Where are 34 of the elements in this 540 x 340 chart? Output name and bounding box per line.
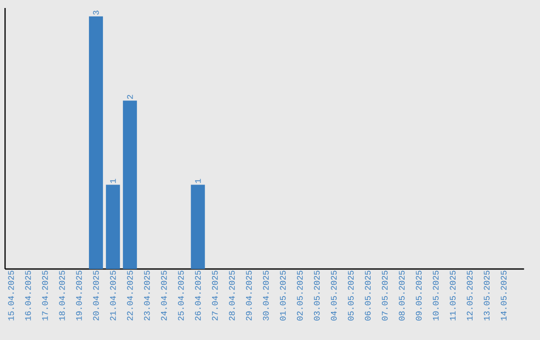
x-tick-label: 09.05.2025 xyxy=(416,270,422,320)
x-tick-label: 21.04.2025 xyxy=(110,270,116,320)
x-tick-label: 02.05.2025 xyxy=(296,270,303,320)
x-tick-label: 24.04.2025 xyxy=(161,270,167,320)
x-tick-label: 15.04.2025 xyxy=(8,270,14,320)
x-tick-label: 05.05.2025 xyxy=(348,270,354,320)
x-tick-label: 17.04.2025 xyxy=(42,270,48,320)
x-tick-label: 28.04.2025 xyxy=(228,270,235,320)
x-tick-label: 11.05.2025 xyxy=(450,270,456,320)
x-tick-label: 20.04.2025 xyxy=(93,270,99,320)
x-tick-label: 23.04.2025 xyxy=(144,270,150,320)
x-tick-label: 29.04.2025 xyxy=(246,270,252,320)
x-tick-label: 27.04.2025 xyxy=(212,270,218,320)
data-label: 1 xyxy=(110,178,116,183)
x-tick-label: 03.05.2025 xyxy=(314,270,320,320)
x-tick-label: 10.05.2025 xyxy=(432,270,439,320)
x-tick-label: 01.05.2025 xyxy=(280,270,286,320)
x-tick-label: 19.04.2025 xyxy=(76,270,82,320)
data-label: 3 xyxy=(93,10,99,15)
x-tick-label: 04.05.2025 xyxy=(330,270,337,320)
x-tick-label: 18.04.2025 xyxy=(59,270,65,320)
x-tick-label: 12.05.2025 xyxy=(466,270,473,320)
x-tick-label: 16.04.2025 xyxy=(25,270,31,320)
x-tick-label: 13.05.2025 xyxy=(484,270,490,320)
data-label: 1 xyxy=(195,178,201,183)
x-tick-label: 22.04.2025 xyxy=(127,270,133,320)
x-tick-label: 08.05.2025 xyxy=(398,270,405,320)
x-tick-label: 07.05.2025 xyxy=(382,270,388,320)
x-tick-label: 25.04.2025 xyxy=(178,270,184,320)
x-tick-label: 26.04.2025 xyxy=(195,270,201,320)
data-label: 2 xyxy=(127,94,133,99)
x-tick-label: 14.05.2025 xyxy=(500,270,507,320)
x-tick-label: 06.05.2025 xyxy=(364,270,371,320)
x-tick-label: 30.04.2025 xyxy=(262,270,269,320)
